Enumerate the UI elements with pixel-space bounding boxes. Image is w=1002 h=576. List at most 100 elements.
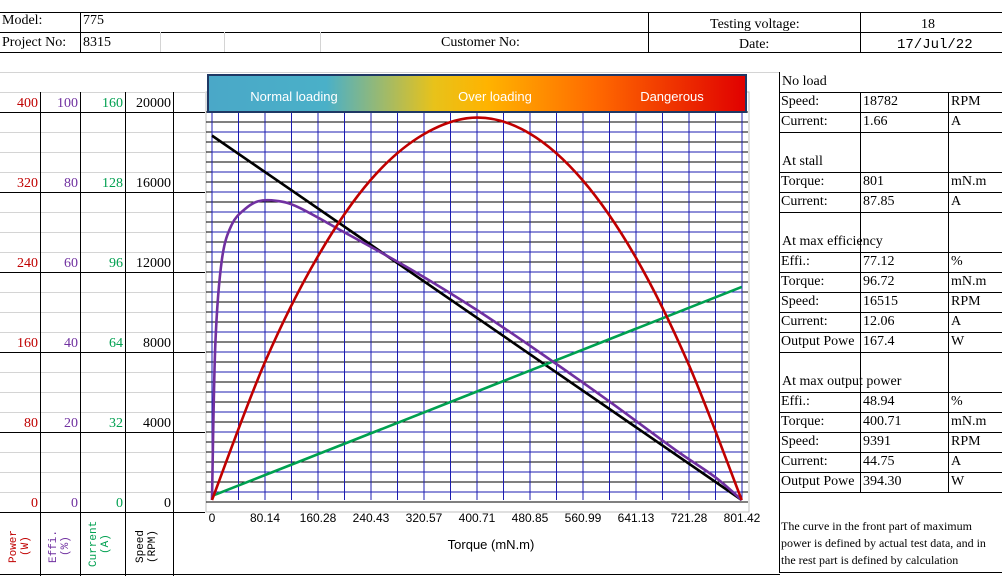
x-tick-label: 400.71: [459, 511, 496, 525]
sheet-line: [0, 452, 205, 453]
effi-tick-label: 60: [64, 256, 78, 271]
sheet-line: [648, 12, 649, 52]
sheet-line: [0, 172, 205, 173]
sheet-line: [173, 92, 174, 576]
speed-tick-label: 8000: [143, 336, 171, 351]
sheet-line: [0, 412, 205, 413]
model-label: Model:: [2, 13, 43, 28]
load-banner: [207, 74, 747, 113]
param-label: Torque:: [781, 174, 825, 189]
sheet-line: [0, 232, 205, 233]
effi-tick-label: 40: [64, 336, 78, 351]
param-label: Speed:: [781, 434, 820, 449]
power-tick-label: 320: [17, 176, 38, 191]
sheet-line: [0, 92, 205, 93]
effi-tick-label: 80: [64, 176, 78, 191]
param-value: 9391: [863, 434, 891, 449]
sheet-line: [779, 272, 1002, 273]
sheet-line: [779, 252, 1002, 253]
sheet-line: [779, 172, 1002, 173]
sheet-line: [779, 212, 1002, 213]
voltage-label: Testing voltage:: [710, 17, 800, 32]
sheet-line: [0, 212, 205, 213]
project-label: Project No:: [2, 35, 67, 50]
model-value[interactable]: 775: [83, 13, 104, 28]
sheet-line: [779, 132, 1002, 133]
param-value: 394.30: [863, 474, 902, 489]
date-value[interactable]: 17/Jul/22: [897, 37, 973, 53]
sheet-line: [160, 32, 161, 52]
param-unit: W: [951, 334, 965, 349]
customer-label: Customer No:: [441, 35, 520, 50]
sheet-line: [779, 72, 780, 572]
sheet-line: [779, 572, 1002, 573]
power-tick-label: 80: [24, 416, 38, 431]
sheet-line: [0, 272, 205, 273]
x-tick-label: 320.57: [406, 511, 443, 525]
param-label: Effi.:: [781, 394, 810, 409]
param-unit: A: [951, 194, 962, 209]
sheet-line: [0, 152, 205, 153]
x-tick-label: 480.85: [512, 511, 549, 525]
sheet-line: [0, 252, 205, 253]
param-unit: %: [951, 394, 963, 409]
sheet-line: [779, 332, 1002, 333]
x-axis-title: Torque (mN.m): [448, 537, 535, 552]
param-unit: mN.m: [951, 414, 987, 429]
sheet-line: [0, 132, 205, 133]
banner-over-label: Over loading: [458, 89, 532, 104]
param-value: 16515: [863, 294, 898, 309]
stall-title: At stall: [782, 154, 823, 169]
param-unit: RPM: [951, 294, 981, 309]
param-label: Current:: [781, 194, 828, 209]
power-tick-label: 400: [17, 96, 38, 111]
date-label: Date:: [739, 37, 770, 52]
sheet-line: [0, 512, 205, 513]
sheet-line: [0, 492, 205, 493]
sheet-line: [320, 32, 321, 52]
sheet-line: [0, 12, 1002, 13]
param-unit: A: [951, 114, 962, 129]
param-value: 96.72: [863, 274, 895, 289]
effi-tick-label: 20: [64, 416, 78, 431]
sheet-line: [0, 72, 780, 73]
effi-tick-label: 0: [71, 496, 78, 511]
speed-tick-label: 0: [164, 496, 171, 511]
sheet-line: [40, 92, 41, 576]
x-tick-label: 0: [209, 511, 216, 525]
sheet-line: [0, 292, 205, 293]
param-unit: W: [951, 474, 965, 489]
x-tick-label: 240.43: [353, 511, 390, 525]
sheet-line: [779, 412, 1002, 413]
param-label: Output Powe: [781, 334, 855, 349]
param-value: 1.66: [863, 114, 888, 129]
param-value: 167.4: [863, 334, 895, 349]
x-tick-label: 160.28: [300, 511, 337, 525]
sheet-line: [0, 472, 205, 473]
param-value: 12.06: [863, 314, 895, 329]
param-label: Speed:: [781, 294, 820, 309]
param-label: Torque:: [781, 414, 825, 429]
project-value[interactable]: 8315: [83, 35, 111, 50]
sheet-line: [779, 312, 1002, 313]
param-unit: A: [951, 454, 962, 469]
param-unit: A: [951, 314, 962, 329]
power-tick-label: 240: [17, 256, 38, 271]
sheet-line: [0, 372, 205, 373]
sheet-line: [779, 492, 1002, 493]
current-tick-label: 128: [102, 176, 123, 191]
param-value: 87.85: [863, 194, 895, 209]
sheet-line: [779, 472, 1002, 473]
max-eff-title: At max efficiency: [782, 234, 883, 249]
sheet-line: [779, 192, 1002, 193]
param-unit: RPM: [951, 434, 981, 449]
param-unit: %: [951, 254, 963, 269]
param-unit: mN.m: [951, 174, 987, 189]
sheet-line: [80, 12, 81, 52]
voltage-value[interactable]: 18: [921, 17, 935, 32]
sheet-line: [779, 92, 1002, 93]
param-label: Output Powe: [781, 474, 855, 489]
current-tick-label: 96: [109, 256, 123, 271]
param-label: Current:: [781, 114, 828, 129]
